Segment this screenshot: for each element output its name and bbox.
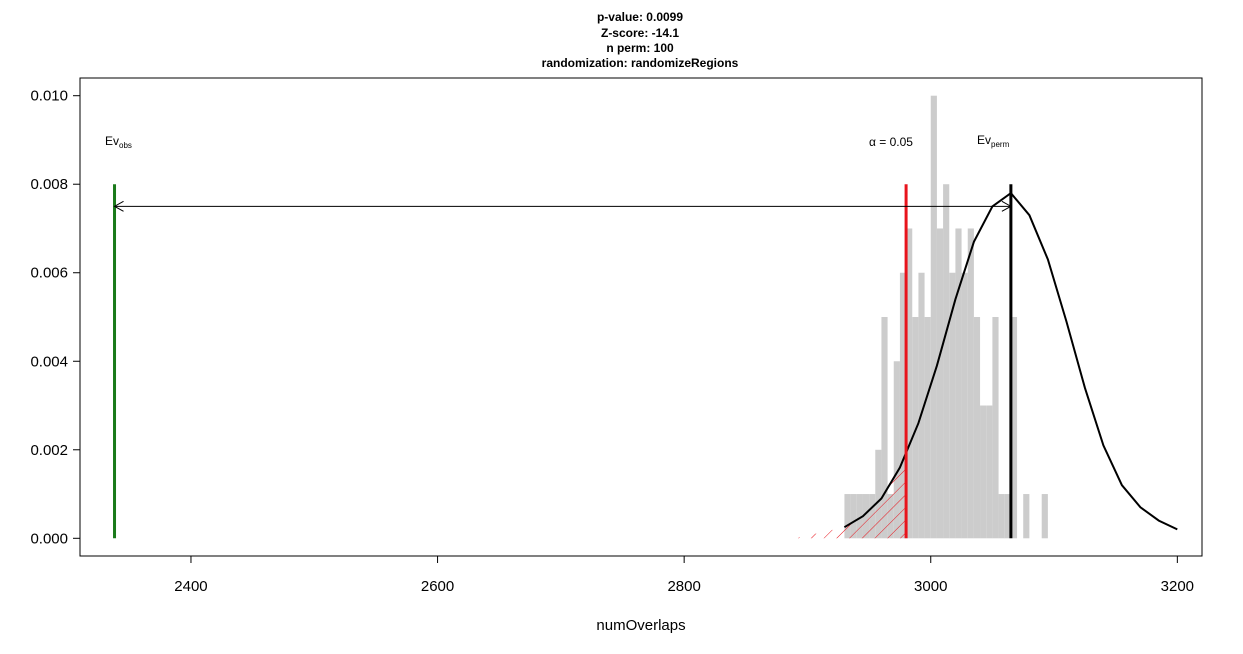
histogram-bar (992, 317, 999, 539)
histogram-bar (906, 228, 913, 539)
difference-arrow (113, 200, 1012, 212)
x-tick-label: 3000 (914, 578, 947, 595)
histogram-bar (980, 405, 987, 539)
observed-label: Evobs (105, 134, 132, 150)
alpha-tail-hatch (795, 452, 907, 539)
y-tick-label: 0.010 (30, 88, 68, 105)
histogram-bar (1010, 317, 1018, 539)
histogram-bar (881, 317, 888, 539)
title-pvalue: p-value: 0.0099 (597, 10, 683, 24)
histogram-bar (918, 272, 925, 539)
histogram-bar (912, 317, 919, 539)
histogram-bar (930, 95, 937, 539)
histogram-bar (875, 449, 882, 539)
histogram-bars (844, 95, 1048, 539)
histogram-bar (973, 317, 981, 539)
histogram-bar (955, 228, 962, 539)
y-tick-label: 0.000 (30, 530, 68, 547)
title-nperm: n perm: 100 (606, 41, 674, 55)
axis-ticks: 0.000 0.002 0.004 0.006 0.008 0.010 2400 2600 28… (30, 88, 1194, 595)
y-tick-label: 0.006 (30, 265, 68, 282)
arrow-head-right (1001, 200, 1012, 212)
histogram-bar (893, 361, 900, 539)
histogram-bar (998, 494, 1005, 539)
histogram-bar (1004, 494, 1011, 539)
histogram-bar (961, 272, 968, 539)
histogram-bar (844, 494, 851, 539)
histogram-bar (1023, 494, 1030, 539)
arrow-head-left (113, 200, 124, 212)
x-tick-label: 2800 (667, 578, 700, 595)
histogram-bar (949, 272, 956, 539)
histogram-bar (924, 317, 931, 539)
x-axis-label: numOverlaps (596, 617, 685, 634)
histogram-bar (967, 228, 974, 539)
y-tick-label: 0.008 (30, 176, 68, 193)
histogram-bar (856, 494, 863, 539)
histogram-bar (850, 494, 857, 539)
histogram-bar (1041, 494, 1048, 539)
alpha-label: α = 0.05 (869, 135, 913, 149)
histogram-bar (943, 184, 950, 539)
x-tick-label: 3200 (1161, 578, 1194, 595)
permuted-label: Evperm (977, 133, 1010, 149)
plot-frame (79, 77, 1203, 557)
y-tick-label: 0.004 (30, 353, 68, 370)
histogram-bar (899, 272, 907, 539)
histogram-bar (986, 405, 993, 539)
x-tick-label: 2400 (174, 578, 207, 595)
x-tick-label: 2600 (421, 578, 454, 595)
y-tick-label: 0.002 (30, 442, 68, 459)
chart-title: p-value: 0.0099 Z-score: -14.1 n perm: 1… (542, 10, 739, 70)
title-zscore: Z-score: -14.1 (601, 26, 679, 40)
title-randomization: randomization: randomizeRegions (542, 56, 739, 70)
histogram-bar (936, 228, 944, 539)
